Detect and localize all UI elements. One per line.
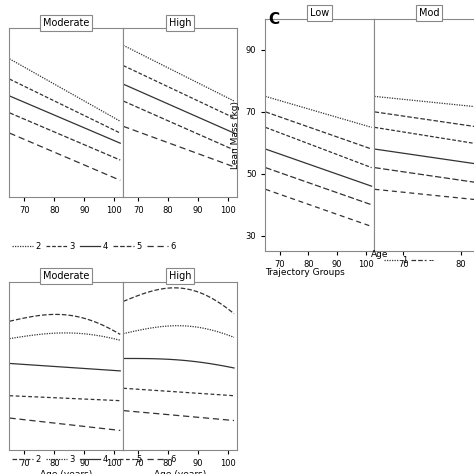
Legend: 2, 3, 4, 5, 6: 2, 3, 4, 5, 6 bbox=[9, 238, 179, 254]
Title: Moderate: Moderate bbox=[43, 271, 90, 281]
Title: Moderate: Moderate bbox=[43, 18, 90, 27]
Title: High: High bbox=[169, 18, 191, 27]
Legend: 2, 3, 4, 5, 6: 2, 3, 4, 5, 6 bbox=[9, 452, 179, 467]
Title: High: High bbox=[169, 271, 191, 281]
X-axis label: Age (years): Age (years) bbox=[40, 470, 92, 474]
X-axis label: Age (years): Age (years) bbox=[154, 470, 206, 474]
Text: Trajectory Groups: Trajectory Groups bbox=[265, 268, 345, 277]
Text: Age: Age bbox=[371, 250, 388, 259]
Legend: 1, --: 1, -- bbox=[381, 253, 438, 268]
Title: Mod: Mod bbox=[419, 8, 439, 18]
Y-axis label: Lean Mass (kg): Lean Mass (kg) bbox=[231, 101, 240, 169]
Text: C: C bbox=[268, 12, 279, 27]
Title: Low: Low bbox=[310, 8, 329, 18]
